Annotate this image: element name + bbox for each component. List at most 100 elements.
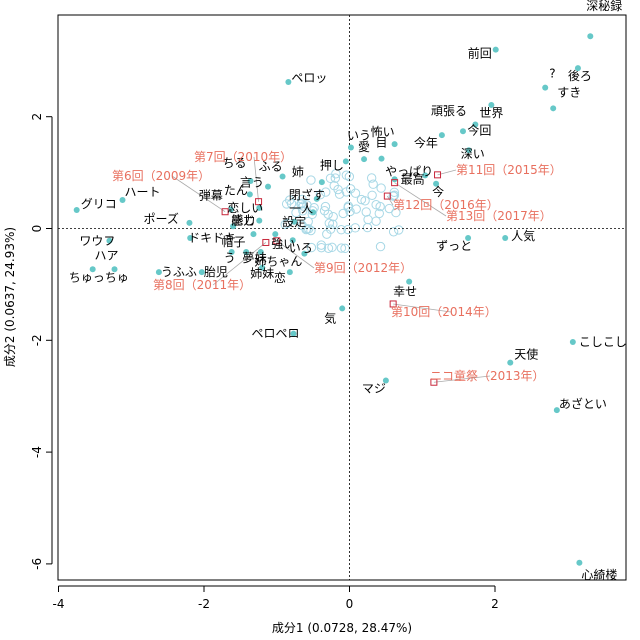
word-label: 後ろ <box>568 69 592 83</box>
word-point <box>313 195 320 202</box>
word-label: 恋 <box>274 270 286 285</box>
word-label: 姉妹 <box>250 266 274 281</box>
minor-word-point <box>325 173 336 184</box>
minor-word-point <box>338 208 348 219</box>
word-label: 強い <box>271 237 295 251</box>
word-point <box>472 121 479 128</box>
word-point <box>576 559 583 566</box>
minor-word-point <box>315 189 326 200</box>
word-label: グリコ <box>81 197 117 211</box>
minor-word-point <box>350 188 361 198</box>
minor-word-point <box>322 229 332 239</box>
word-label: 閉ざす <box>289 187 325 202</box>
episode-point <box>255 198 263 206</box>
minor-word-point <box>324 218 334 228</box>
word-label: ペロッ <box>291 71 327 85</box>
minor-word-point <box>319 205 330 216</box>
minor-word-point <box>388 191 399 201</box>
minor-word-point <box>367 190 377 200</box>
word-label: 弾幕 <box>199 188 223 202</box>
word-label: ハート <box>125 185 161 199</box>
word-label: ポーズ <box>143 211 178 226</box>
word-point <box>502 235 509 242</box>
episode-leader-line <box>386 195 394 206</box>
word-label: 帽子 <box>221 234 245 249</box>
word-point <box>459 128 466 135</box>
word-point <box>246 191 253 198</box>
minor-word-point <box>384 203 395 214</box>
word-label: 妹 <box>255 251 267 265</box>
minor-word-point <box>361 207 371 217</box>
word-point <box>574 65 581 72</box>
episode-label: 第10回（2014年） <box>391 305 497 319</box>
word-label: 幸せ <box>393 285 417 299</box>
word-label: 恋しい <box>227 200 263 215</box>
minor-word-point <box>291 207 301 218</box>
minor-word-point <box>350 223 360 233</box>
minor-word-point <box>341 187 352 197</box>
episode-label: 第7回（2010年） <box>194 150 292 164</box>
word-point <box>465 235 472 242</box>
episode-leader-line <box>253 156 259 202</box>
episode-point <box>383 192 391 200</box>
word-label: 頑張る <box>431 104 467 118</box>
word-point <box>286 269 293 276</box>
word-label: 愛 <box>358 140 370 154</box>
word-point <box>119 196 126 203</box>
minor-word-point <box>366 173 377 183</box>
word-point <box>587 33 594 40</box>
word-label: 姉ちゃん <box>254 254 302 269</box>
word-label: 天使 <box>514 347 538 362</box>
word-point <box>259 264 266 271</box>
episode-leader-line <box>394 182 447 217</box>
minor-word-point <box>331 169 341 179</box>
episode-label: 第8回（2011年） <box>153 278 251 292</box>
word-label: 姉 <box>292 164 304 179</box>
word-label: う <box>224 251 236 265</box>
minor-word-point <box>391 207 401 218</box>
word-point <box>256 204 263 211</box>
word-label: 言う <box>240 176 264 190</box>
minor-word-point <box>328 219 338 229</box>
word-point <box>89 266 96 273</box>
x-tick-label: 2 <box>491 597 499 611</box>
plot-frame <box>57 14 627 581</box>
minor-word-point <box>360 196 370 206</box>
word-label: 感じ <box>231 213 255 228</box>
word-label: 今年 <box>414 135 438 150</box>
word-points <box>73 33 594 566</box>
episode-point <box>221 208 229 216</box>
y-tick-label: 0 <box>30 225 44 233</box>
minor-word-point <box>327 242 337 253</box>
minor-word-point <box>356 194 367 205</box>
word-point <box>186 219 193 226</box>
word-label: 人気 <box>511 228 535 243</box>
word-label: ペロペロ <box>251 327 299 341</box>
y-tick-label: 2 <box>30 113 44 121</box>
minor-word-point <box>301 224 311 235</box>
minor-word-point <box>351 204 361 214</box>
minor-word-points <box>280 169 404 254</box>
word-point <box>507 359 514 366</box>
minor-word-point <box>336 225 346 235</box>
minor-word-point <box>320 201 331 212</box>
episode-label: 第11回（2015年） <box>456 163 562 177</box>
minor-word-point <box>280 219 290 230</box>
word-point <box>228 248 235 255</box>
word-point <box>289 237 296 244</box>
word-point <box>272 231 279 238</box>
word-label: うふふ <box>161 265 197 279</box>
word-label: 怖い <box>371 124 395 139</box>
minor-word-point <box>281 199 292 209</box>
minor-word-point <box>296 199 306 209</box>
word-label: 設定 <box>282 214 306 229</box>
word-point <box>406 278 413 285</box>
word-point <box>187 235 194 242</box>
word-label: 気 <box>324 310 336 325</box>
minor-word-point <box>306 175 316 185</box>
word-point <box>361 156 368 163</box>
episode-point <box>389 300 397 308</box>
word-point <box>378 155 385 162</box>
